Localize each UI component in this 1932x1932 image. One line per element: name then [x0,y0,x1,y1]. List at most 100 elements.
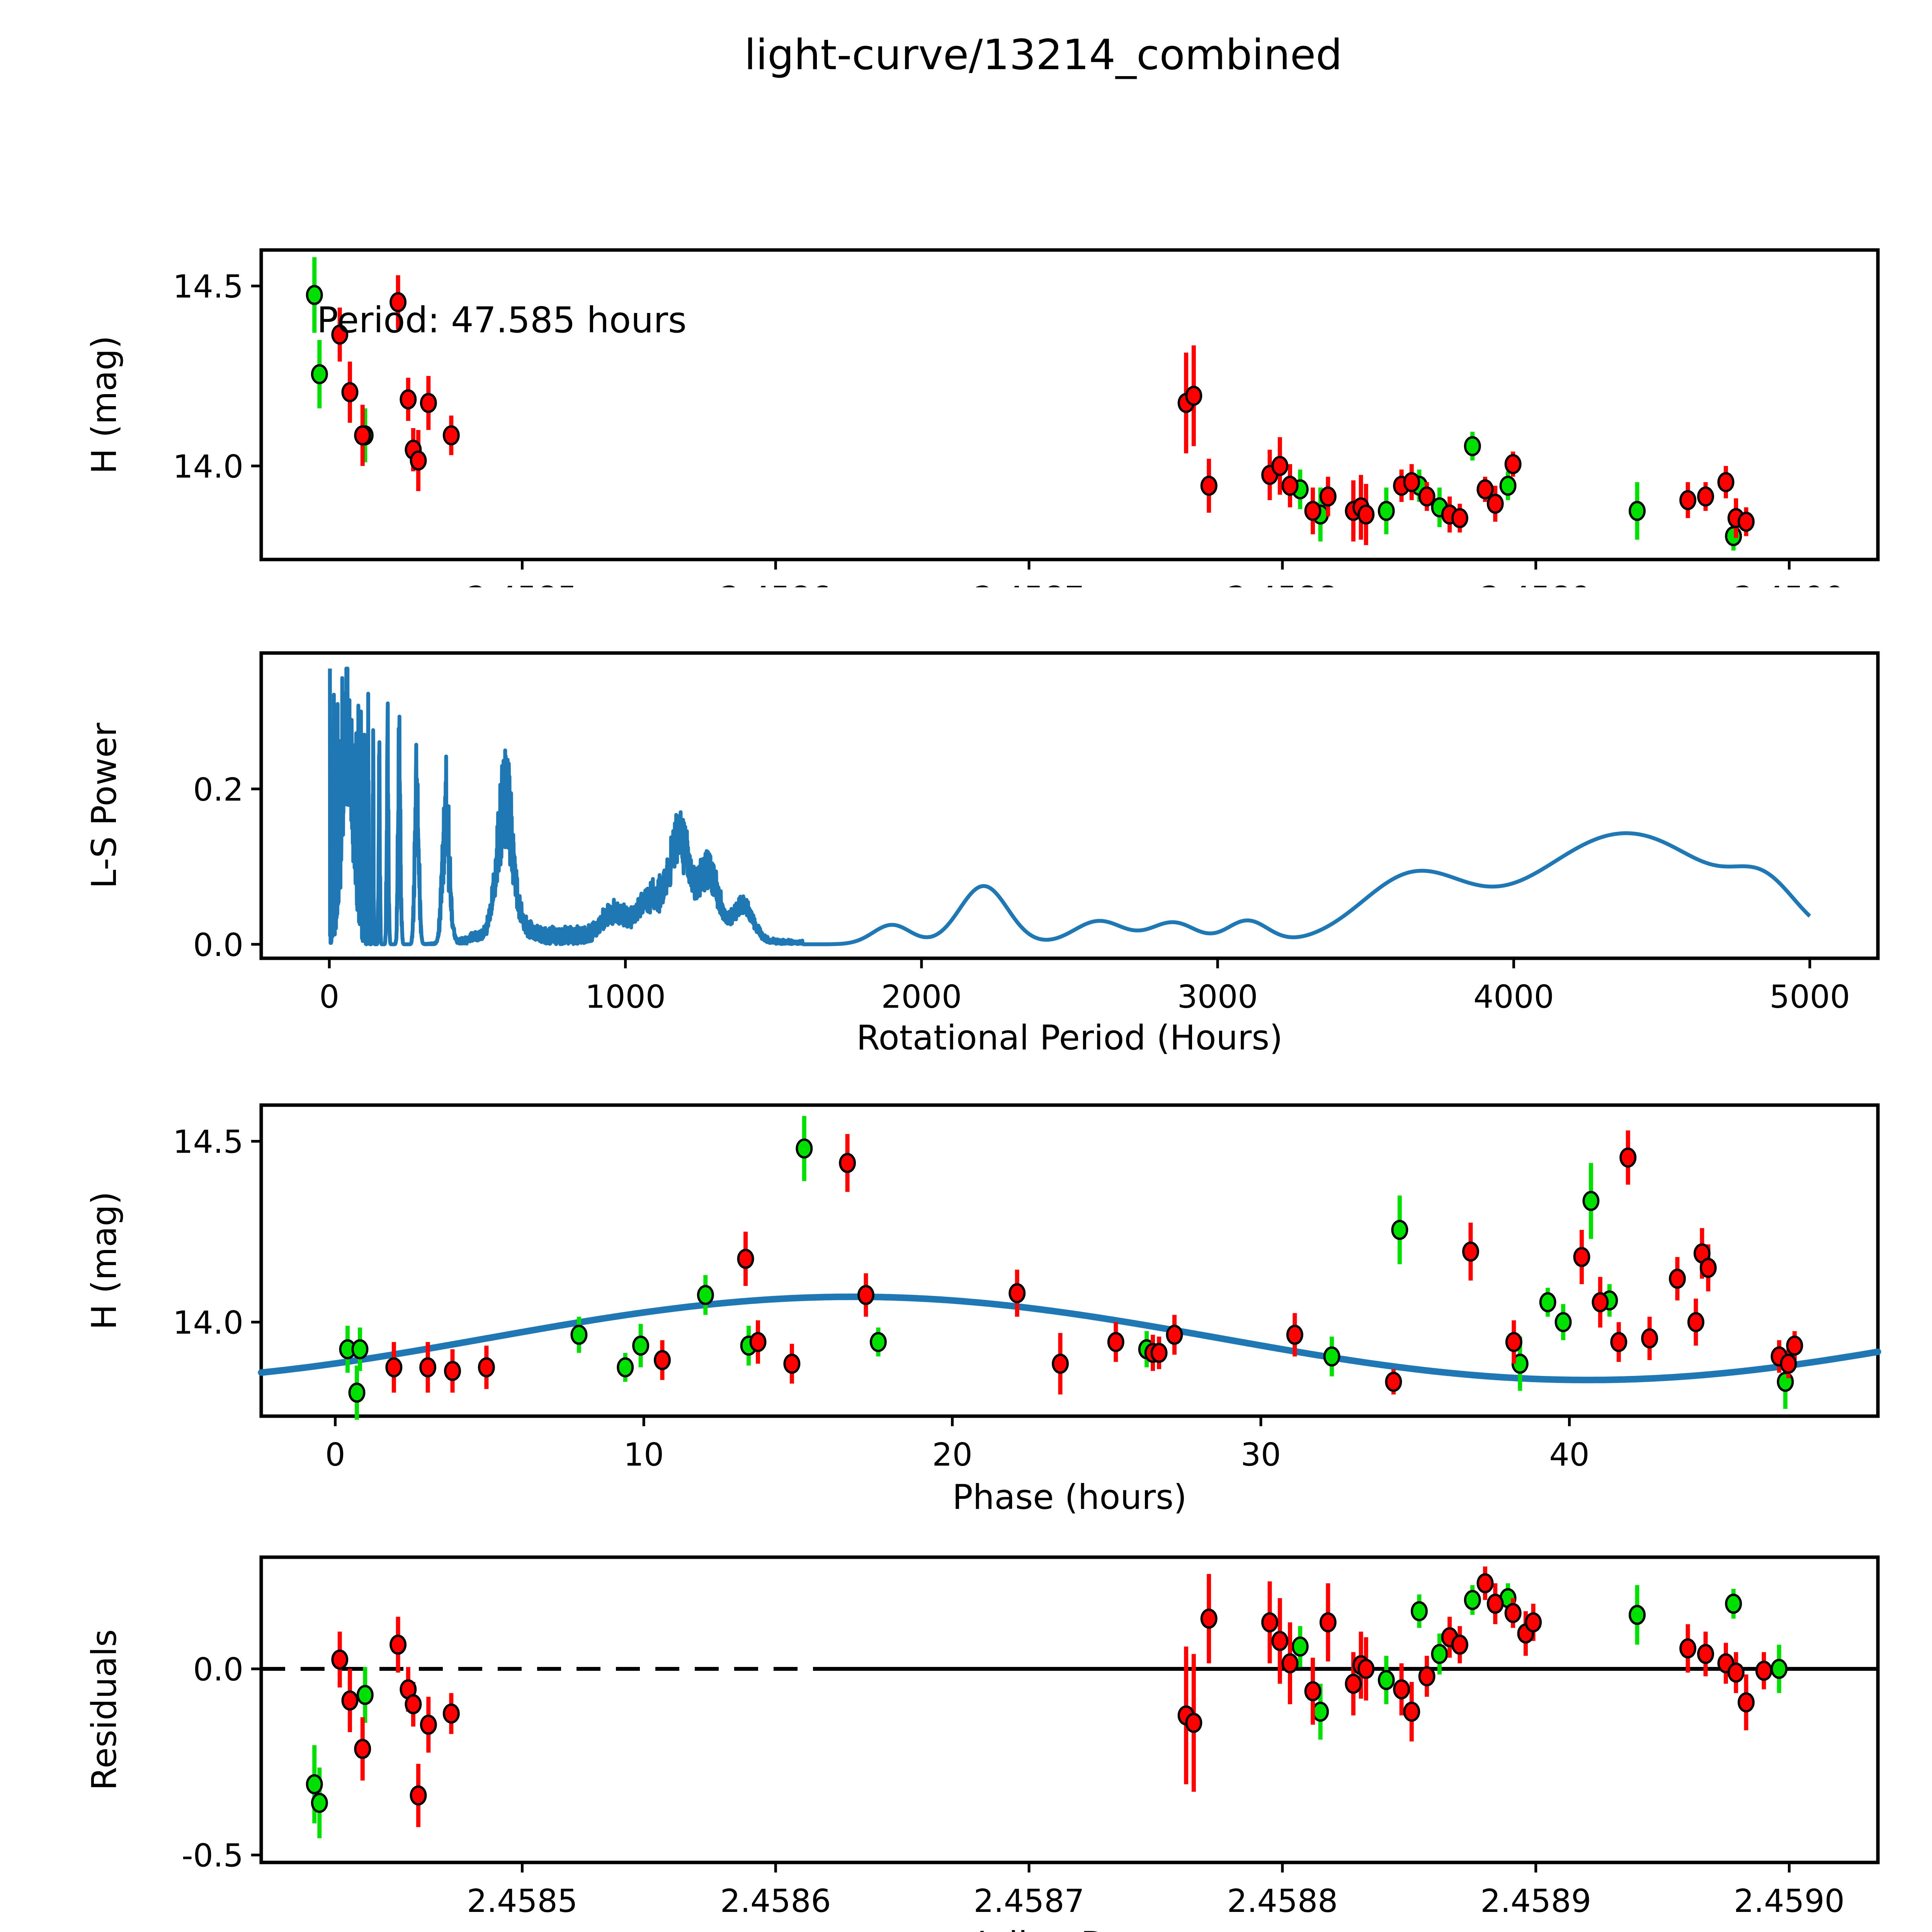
svg-text:0: 0 [319,979,339,1015]
svg-text:14.0: 14.0 [173,449,243,485]
data-point [1357,504,1375,525]
axis-ticks: 0 1000 2000 3000 4000 5000 0.0 0.2 [193,772,1850,1015]
data-point [354,425,371,446]
lightcurve-frame [259,248,1880,561]
data-point [1505,1332,1522,1352]
data-point [1697,1644,1714,1664]
data-point [1418,486,1435,507]
data-point [1052,1354,1069,1374]
data-point [419,1357,437,1378]
data-point [857,1285,875,1305]
data-point [1009,1283,1026,1303]
data-point [306,1774,323,1794]
data-point [1393,1679,1410,1700]
data-point [1312,1701,1329,1722]
svg-text:40: 40 [1549,1437,1589,1473]
phasefolded-ylabel: H (mag) [84,1191,124,1330]
data-point [1319,1612,1337,1633]
residuals-xlabel: Julian Date [975,1924,1162,1932]
svg-text:14.5: 14.5 [173,269,243,305]
data-point [1628,1605,1646,1625]
data-point [1504,454,1522,474]
data-point [1486,493,1504,514]
phasefolded-series-green [339,1116,1794,1420]
periodogram-line [328,667,1812,946]
data-point [410,450,427,471]
data-point [1476,479,1494,500]
data-point [1499,476,1517,496]
data-point [1619,1147,1637,1168]
svg-text:10: 10 [624,1437,664,1473]
svg-text:2.4585: 2.4585 [467,1883,578,1920]
data-point [1786,1335,1803,1356]
residuals-offset-text: 1e6 [1853,1929,1910,1932]
data-point [1319,486,1337,507]
data-point [1451,1634,1468,1655]
svg-text:2.4590: 2.4590 [1734,580,1845,587]
svg-text:2000: 2000 [881,979,962,1015]
data-point [1271,456,1289,476]
data-point [331,1649,349,1670]
data-point [1378,501,1395,521]
data-point [1679,490,1697,510]
period-annotation: Period: 47.585 hours [317,299,687,341]
data-point [389,1634,407,1655]
phasefolded-svg: 0 10 20 30 40 14.5 14.0 Phase (hours) H (mag) [84,1103,1881,1517]
phasefolded-series-red [385,1130,1803,1395]
data-point [697,1285,714,1305]
data-point [311,364,328,384]
data-point [1286,1325,1303,1345]
data-point [1628,501,1646,521]
residuals-frame [259,1555,1880,1864]
data-point [1592,1292,1609,1313]
data-point [1717,472,1735,492]
data-point [1291,1636,1309,1657]
svg-text:2.4586: 2.4586 [720,580,831,587]
data-point [1403,1701,1420,1722]
data-point [341,382,359,402]
data-point [1725,526,1742,546]
data-point [1725,1594,1742,1614]
axis-ticks: 2.4585 2.4586 2.4587 2.4588 2.4589 2.4590 0.0 -… [182,1651,1845,1920]
svg-text:1000: 1000 [585,979,666,1015]
svg-text:2.4589: 2.4589 [1480,1883,1591,1920]
data-point [1107,1332,1124,1352]
residuals-series-green [306,1583,1788,1838]
data-point [306,285,323,305]
svg-text:14.0: 14.0 [173,1305,243,1342]
data-point [1699,1258,1717,1278]
data-point [1464,1590,1481,1610]
data-point [442,425,460,446]
panel-phasefolded: 0 10 20 30 40 14.5 14.0 Phase (hours) H (mag) [0,1097,1932,1553]
data-point [1486,1594,1504,1614]
svg-text:4000: 4000 [1473,979,1554,1015]
residuals-svg: 2.4585 2.4586 2.4587 2.4588 2.4589 2.4590 0.0 -… [84,1555,1910,1932]
data-point [1755,1660,1772,1681]
data-point [1668,1269,1686,1289]
phasefolded-xlabel: Phase (hours) [952,1477,1187,1517]
data-point [869,1332,887,1352]
svg-text:2.4589: 2.4589 [1480,580,1591,587]
data-point [1345,1673,1362,1694]
figure-title: light-curve/13214_combined [744,31,1342,79]
svg-text:3000: 3000 [1177,979,1258,1015]
data-point [1476,1573,1494,1594]
data-point [1323,1346,1340,1367]
data-point [1200,1608,1218,1629]
data-point [1554,1312,1572,1332]
lightcurve-series-red [331,275,1755,545]
svg-text:20: 20 [932,1437,972,1473]
data-point [1697,486,1714,507]
data-point [410,1785,427,1806]
data-point [444,1361,461,1381]
data-point [1431,1644,1448,1664]
data-point [331,324,349,345]
data-point [1780,1354,1797,1374]
data-point [1573,1247,1590,1267]
data-point [1411,1601,1428,1621]
data-point [1641,1328,1658,1349]
data-point [1357,1659,1375,1679]
data-point [1304,501,1321,521]
data-point [354,1739,371,1759]
axis-ticks: 2.4585 2.4586 2.4587 2.4588 2.4589 2.4590 14.5… [173,269,1845,587]
